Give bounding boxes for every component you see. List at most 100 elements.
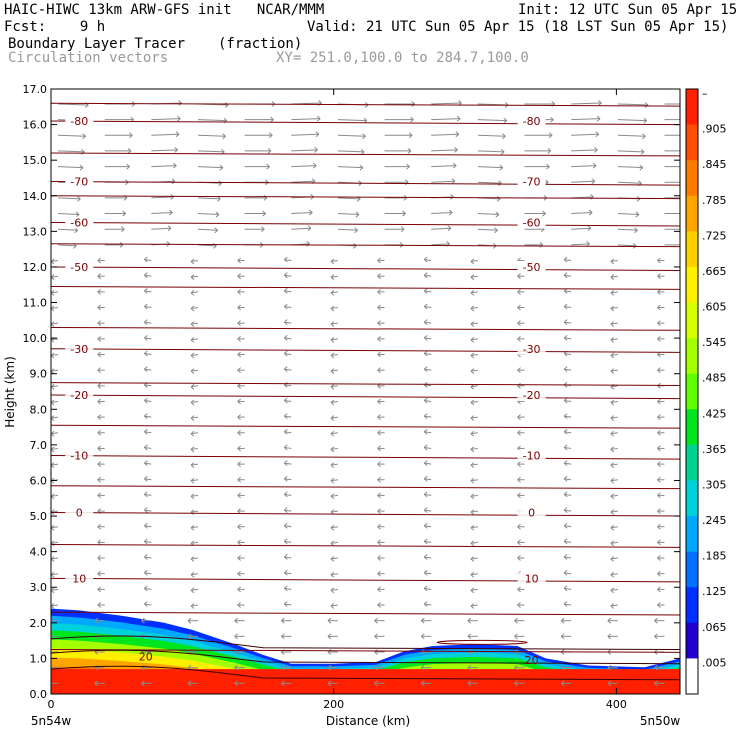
wind-vector bbox=[197, 211, 220, 218]
temperature-contour bbox=[51, 181, 680, 186]
wind-vector bbox=[517, 273, 525, 280]
wind-vector bbox=[517, 304, 525, 311]
wind-vector bbox=[190, 509, 199, 515]
wind-vector bbox=[657, 320, 665, 327]
wind-vector bbox=[187, 633, 199, 640]
wind-vector bbox=[377, 555, 385, 561]
colorbar-label: .125 bbox=[702, 585, 727, 598]
wind-vector bbox=[377, 445, 385, 452]
wind-vector bbox=[58, 196, 81, 202]
wind-vector bbox=[283, 334, 292, 341]
wind-vector bbox=[514, 680, 525, 687]
wind-vector bbox=[190, 524, 199, 531]
temperature-contour bbox=[51, 611, 680, 616]
wind-vector bbox=[571, 178, 596, 185]
wind-vector bbox=[283, 491, 292, 498]
wind-vector bbox=[377, 257, 385, 264]
contour-label: -60 bbox=[70, 216, 88, 229]
wind-vector bbox=[144, 507, 152, 513]
wind-vector bbox=[144, 444, 152, 451]
wind-vector bbox=[144, 569, 152, 576]
wind-vector bbox=[470, 509, 478, 515]
wind-vector bbox=[610, 540, 618, 547]
colorbar-label: .305 bbox=[702, 478, 727, 491]
wind-vector bbox=[423, 475, 432, 482]
wind-vector bbox=[517, 429, 525, 436]
wind-vector bbox=[384, 101, 416, 107]
wind-vector bbox=[291, 147, 318, 153]
wind-vector bbox=[423, 491, 432, 498]
wind-vector bbox=[97, 382, 105, 389]
wind-vector bbox=[144, 350, 152, 357]
tracer-core bbox=[51, 669, 680, 694]
wind-vector bbox=[610, 430, 618, 437]
wind-vector bbox=[97, 398, 105, 405]
wind-vector bbox=[51, 399, 59, 406]
colorbar-label: .425 bbox=[702, 407, 727, 420]
temperature-contour bbox=[51, 544, 680, 548]
wind-vector bbox=[51, 603, 59, 609]
wind-vector bbox=[467, 664, 478, 671]
wind-vector bbox=[237, 429, 245, 436]
wind-vector bbox=[524, 148, 552, 154]
wind-vector bbox=[280, 680, 292, 687]
wind-vector bbox=[104, 132, 133, 139]
wind-vector bbox=[291, 131, 320, 138]
wind-vector bbox=[144, 428, 152, 435]
wind-vector bbox=[524, 210, 546, 217]
wind-vector bbox=[384, 163, 410, 170]
wind-vector bbox=[610, 274, 618, 281]
colorbar-swatch bbox=[686, 622, 698, 659]
wind-vector bbox=[431, 225, 452, 232]
colorbar-label: .725 bbox=[702, 229, 727, 242]
wind-vector bbox=[244, 210, 266, 217]
wind-vector bbox=[563, 569, 572, 576]
temperature-contour bbox=[51, 424, 680, 429]
wind-vector bbox=[291, 162, 317, 169]
wind-vector bbox=[470, 305, 478, 312]
wind-vector bbox=[237, 414, 245, 421]
wind-vector bbox=[657, 492, 665, 499]
wind-vector bbox=[330, 462, 339, 468]
wind-vector bbox=[283, 256, 292, 263]
wind-vector bbox=[657, 335, 665, 342]
wind-vector bbox=[657, 304, 665, 311]
wind-vector bbox=[423, 585, 432, 592]
contour-label: 0 bbox=[528, 507, 535, 520]
wind-vector bbox=[477, 180, 502, 187]
wind-vector bbox=[283, 397, 292, 404]
wind-vector bbox=[283, 569, 292, 576]
wind-vector bbox=[657, 523, 665, 530]
wind-vector bbox=[280, 617, 292, 624]
wind-vector bbox=[144, 585, 152, 592]
wind-vector bbox=[571, 131, 600, 138]
wind-vector bbox=[470, 493, 478, 500]
wind-vector bbox=[517, 288, 525, 295]
wind-vector bbox=[237, 570, 245, 577]
wind-vector bbox=[244, 226, 265, 233]
wind-vector bbox=[330, 399, 339, 406]
wind-vector bbox=[330, 289, 339, 296]
wind-vector bbox=[97, 429, 105, 436]
wind-vector bbox=[330, 587, 339, 594]
wind-vector bbox=[330, 556, 339, 562]
wind-vector bbox=[283, 381, 292, 388]
wind-vector bbox=[237, 320, 245, 327]
wind-vector bbox=[190, 493, 199, 500]
wind-vector bbox=[571, 240, 590, 247]
wind-vector bbox=[280, 664, 292, 671]
wind-vector bbox=[330, 430, 339, 437]
wind-vector bbox=[560, 633, 572, 640]
wind-vector bbox=[330, 477, 339, 484]
wind-vector bbox=[657, 539, 665, 546]
temperature-contour bbox=[51, 485, 680, 490]
wind-vector bbox=[377, 367, 385, 374]
wind-vector bbox=[237, 335, 245, 342]
temperature-contour bbox=[51, 195, 680, 200]
temperature-contour bbox=[51, 286, 680, 290]
colorbar-label: .545 bbox=[702, 336, 727, 349]
wind-vector bbox=[607, 633, 618, 640]
wind-vector bbox=[517, 539, 525, 546]
wind-vector bbox=[104, 163, 130, 170]
wind-vector bbox=[330, 571, 339, 578]
